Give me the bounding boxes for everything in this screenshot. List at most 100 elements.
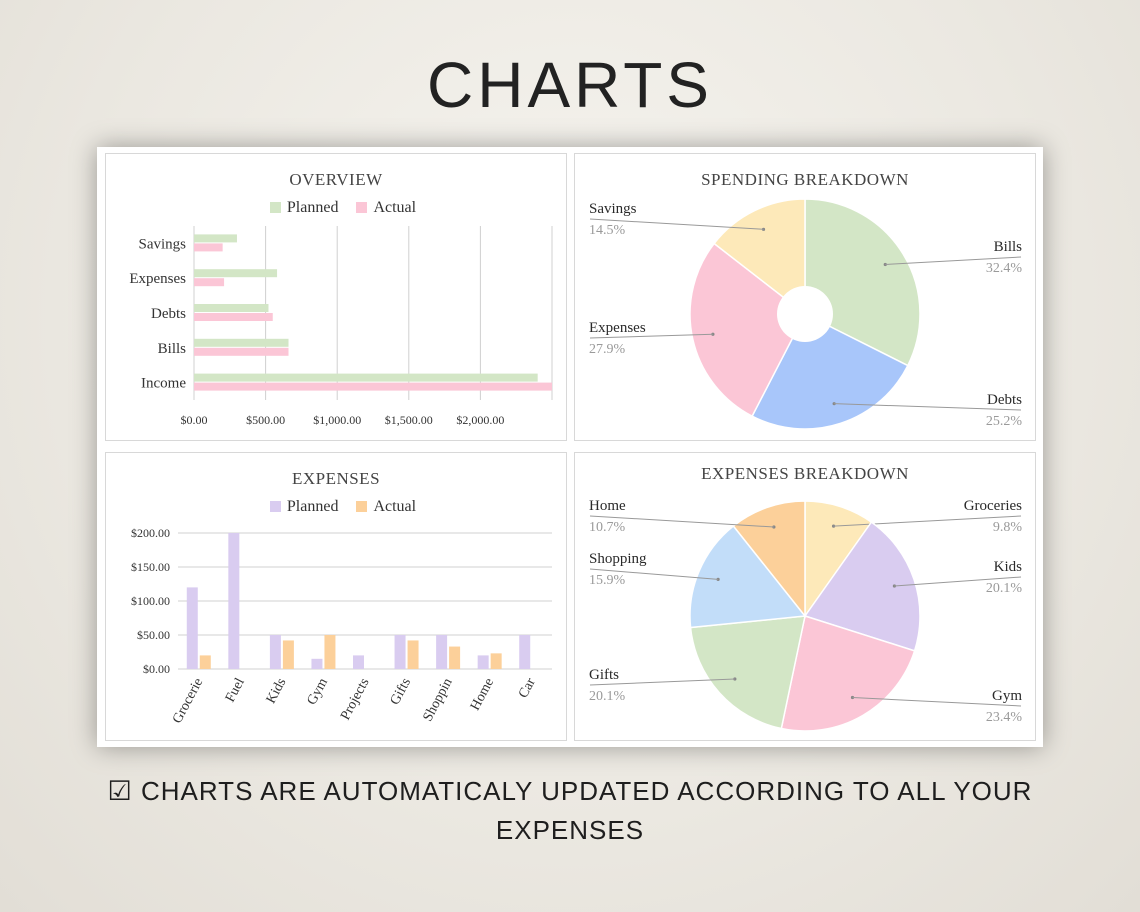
check-circle-icon: ☑ bbox=[107, 776, 133, 807]
bar-planned bbox=[353, 655, 364, 669]
leader-line bbox=[589, 678, 735, 686]
spending-breakdown-title: SPENDING BREAKDOWN bbox=[701, 170, 909, 189]
y-tick-label: $0.00 bbox=[143, 662, 170, 676]
overview-chart-panel[interactable]: OVERVIEW Planned Actual $0.00 $500.00 $1,0… bbox=[105, 153, 567, 441]
pie-slice-expenses bbox=[689, 242, 806, 418]
expenses-bar-chart: $0.00 $50.00 $100.00 $150.00 $200.00 Grocerie… bbox=[131, 526, 552, 726]
caption-line2: EXPENSES bbox=[495, 815, 645, 845]
pie-label-expenses: Expenses bbox=[589, 320, 646, 336]
legend-swatch-planned bbox=[269, 501, 281, 512]
bar-planned bbox=[194, 338, 289, 347]
pie-percent-debts: 25.2% bbox=[986, 414, 1023, 429]
x-category-label: Projects bbox=[338, 676, 372, 723]
leader-dot bbox=[831, 524, 836, 528]
donut-hole bbox=[777, 286, 833, 342]
leader-line bbox=[885, 256, 1022, 265]
x-category-label: Kids bbox=[264, 676, 290, 706]
leader-dot bbox=[772, 525, 776, 529]
pie-label-groceries: Groceries bbox=[964, 498, 1022, 514]
x-tick-label: $2,000.00 bbox=[456, 413, 504, 427]
bar-planned bbox=[228, 533, 240, 669]
expenses-legend: Planned Actual bbox=[106, 498, 566, 516]
pie-percent-shopping: 15.9% bbox=[589, 573, 626, 588]
leader-line bbox=[894, 576, 1022, 587]
legend-actual: Actual bbox=[373, 498, 417, 515]
bar-planned bbox=[194, 373, 538, 382]
legend-planned: Planned bbox=[286, 199, 339, 216]
pie-percent-gifts: 20.1% bbox=[589, 689, 626, 704]
bar-planned bbox=[394, 635, 406, 669]
x-tick-label: $0.00 bbox=[181, 413, 208, 427]
bar-planned bbox=[194, 234, 237, 243]
expenses-breakdown-panel[interactable]: EXPENSES BREAKDOWN Groceries 9.8% Kids 20.1… bbox=[574, 452, 1036, 741]
expenses-title: EXPENSES bbox=[291, 469, 381, 488]
bar-actual bbox=[194, 243, 223, 252]
bar-actual bbox=[282, 640, 294, 669]
pie-label-shopping: Shopping bbox=[589, 551, 647, 567]
bar-actual bbox=[199, 655, 211, 669]
bar-actual bbox=[490, 653, 502, 669]
pie-slice-gym bbox=[780, 615, 916, 732]
bar-actual bbox=[324, 635, 336, 669]
leader-line bbox=[589, 218, 764, 230]
bar-planned bbox=[519, 635, 531, 669]
x-tick-label: $1,500.00 bbox=[385, 413, 433, 427]
legend-swatch-actual bbox=[356, 501, 368, 512]
bar-planned bbox=[269, 635, 281, 669]
x-category-label: Gifts bbox=[388, 676, 414, 708]
leader-line bbox=[589, 333, 713, 339]
overview-title: OVERVIEW bbox=[289, 170, 383, 189]
page-headline: CHARTS bbox=[427, 49, 713, 121]
expenses-pie-chart: Groceries 9.8% Kids 20.1% Gym 23.4% Gifts 20.1%… bbox=[589, 498, 1023, 732]
pie-percent-gym: 23.4% bbox=[986, 710, 1023, 725]
pie-slice-debts bbox=[751, 312, 909, 430]
pie-slice-home bbox=[732, 500, 806, 619]
pie-label-savings: Savings bbox=[589, 201, 637, 217]
pie-percent-bills: 32.4% bbox=[986, 261, 1023, 276]
leader-line bbox=[833, 515, 1022, 527]
bar-actual bbox=[194, 278, 225, 287]
bar-actual bbox=[194, 313, 273, 321]
bar-planned bbox=[194, 269, 278, 278]
pie-slice-shopping bbox=[689, 524, 807, 629]
bar-actual bbox=[449, 646, 461, 669]
bar-planned bbox=[194, 304, 269, 312]
footer-caption: ☑ CHARTS ARE AUTOMATICALY UPDATED ACCORD… bbox=[0, 772, 1140, 849]
pie-slice-gifts bbox=[689, 615, 806, 730]
x-category-label: Grocerie bbox=[170, 676, 206, 726]
spending-pie-chart: Bills 32.4% Debts 25.2% Expenses 27.9% Savings… bbox=[589, 198, 1023, 430]
pie-percent-savings: 14.5% bbox=[589, 223, 626, 238]
bar-actual bbox=[194, 382, 552, 391]
pie-label-gifts: Gifts bbox=[589, 667, 619, 683]
leader-line bbox=[589, 515, 774, 528]
legend-planned: Planned bbox=[286, 498, 339, 515]
x-tick-label: $500.00 bbox=[246, 413, 285, 427]
pie-label-gym: Gym bbox=[992, 688, 1022, 704]
y-tick-label: $100.00 bbox=[131, 594, 170, 608]
pie-label-bills: Bills bbox=[994, 239, 1023, 255]
y-category-label: Income bbox=[141, 376, 186, 392]
y-tick-label: $200.00 bbox=[131, 526, 170, 540]
spending-breakdown-panel[interactable]: SPENDING BREAKDOWN Bills 32.4% Debts 25.2% E… bbox=[574, 153, 1036, 441]
y-category-label: Savings bbox=[138, 236, 186, 252]
bar-planned bbox=[436, 635, 448, 669]
pie-percent-home: 10.7% bbox=[589, 520, 626, 535]
pie-label-home: Home bbox=[589, 498, 626, 514]
pie-label-kids: Kids bbox=[994, 559, 1023, 575]
bar-planned bbox=[311, 658, 323, 669]
leader-line bbox=[834, 403, 1022, 411]
x-category-label: Car bbox=[516, 676, 539, 701]
charts-sheet: OVERVIEW Planned Actual $0.00 $500.00 $1,0… bbox=[97, 147, 1043, 747]
y-tick-label: $50.00 bbox=[137, 628, 170, 642]
bar-planned bbox=[186, 587, 198, 669]
x-tick-label: $1,000.00 bbox=[313, 413, 361, 427]
y-tick-label: $150.00 bbox=[131, 560, 170, 574]
expenses-chart-panel[interactable]: EXPENSES Planned Actual $0.00 $50.00 $100.… bbox=[105, 452, 567, 741]
overview-legend: Planned Actual bbox=[106, 199, 566, 217]
pie-percent-expenses: 27.9% bbox=[589, 342, 626, 357]
y-category-label: Bills bbox=[158, 341, 187, 357]
expenses-breakdown-title: EXPENSES BREAKDOWN bbox=[701, 464, 909, 483]
x-category-label: Home bbox=[468, 676, 497, 713]
y-category-label: Debts bbox=[151, 306, 186, 322]
pie-percent-kids: 20.1% bbox=[986, 581, 1023, 596]
